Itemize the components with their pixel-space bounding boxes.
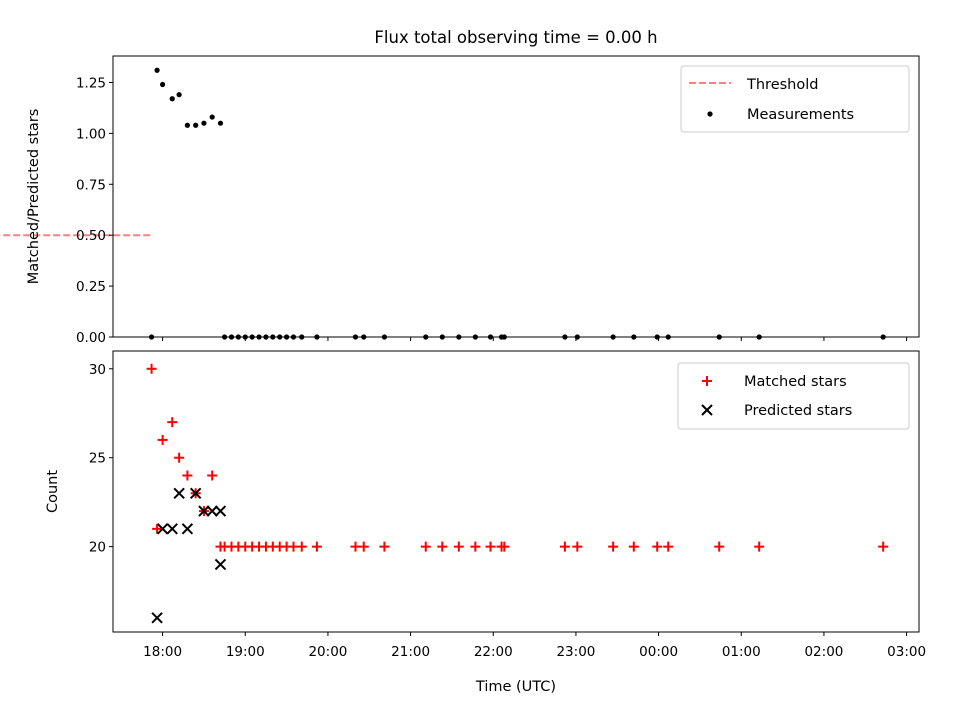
x-tick-label: 01:00 (722, 644, 761, 660)
top-y-tick-label: 0.25 (76, 279, 106, 295)
top-y-axis-label: Matched/Predicted stars (26, 109, 42, 285)
x-tick-label: 23:00 (556, 644, 595, 660)
bottom-legend-box (677, 362, 910, 430)
measurement-point (160, 81, 166, 88)
bottom-y-axis-label: Count (45, 470, 61, 513)
legend-matched-label: Matched stars (744, 374, 847, 390)
matched-star-point (663, 541, 674, 552)
legend-measurements-label: Measurements (747, 107, 854, 123)
legend-measurements-marker (707, 111, 713, 117)
predicted-star-point (156, 523, 169, 535)
bottom-x-ticks: 18:00 19:00 20:00 21:00 22:00 23:00 00:00 01:00… (143, 632, 926, 660)
predicted-star-point (151, 612, 163, 624)
matched-star-point (152, 523, 163, 534)
x-tick-label: 03:00 (887, 644, 926, 660)
legend-threshold-label: Threshold (746, 77, 818, 93)
chart-title: Flux total observing time = 0.00 h (374, 28, 657, 47)
top-y-tick-label: 1.00 (76, 126, 106, 142)
matched-star-point (485, 541, 496, 552)
predicted-star-point (166, 523, 178, 535)
top-legend-box (680, 65, 910, 133)
matched-star-point (311, 541, 322, 552)
predicted-star-point (206, 505, 218, 517)
measurement-point (209, 114, 215, 120)
top-y-tick-label: 0.50 (76, 228, 106, 244)
x-tick-label: 20:00 (308, 644, 347, 660)
x-tick-label: 02:00 (804, 644, 843, 660)
matched-star-point (167, 417, 178, 428)
top-y-tick-label: 0.75 (76, 177, 106, 193)
matched-star-point (559, 541, 570, 552)
matched-star-point (296, 541, 307, 552)
matched-star-point (437, 541, 448, 552)
measurement-point (184, 122, 190, 128)
top-x-ticks (162, 337, 908, 341)
predicted-star-point (189, 487, 202, 499)
bottom-y-ticks: 20 25 30 (89, 362, 113, 556)
bottom-y-tick-label: 30 (89, 362, 106, 378)
matched-star-point (608, 541, 619, 552)
bottom-legend: Matched stars Predicted stars (677, 362, 910, 430)
x-tick-label: 21:00 (391, 644, 430, 660)
matched-star-point (207, 470, 218, 481)
x-axis-label: Time (UTC) (475, 679, 556, 695)
measurement-point (176, 92, 182, 98)
measurement-point (169, 96, 175, 102)
measurement-point (201, 120, 207, 126)
x-tick-label: 22:00 (474, 644, 513, 660)
measurement-point (154, 67, 160, 73)
x-tick-label: 00:00 (639, 644, 678, 660)
top-y-tick-label: 1.25 (76, 75, 106, 91)
bottom-axes-frame (112, 350, 920, 633)
top-panel: 0.00 0.25 0.50 0.75 1.00 1.25 Matched/Predict… (0, 55, 920, 346)
top-axes-frame (112, 55, 920, 338)
predicted-star-point (181, 523, 194, 535)
matched-star-point (628, 541, 639, 552)
matched-star-point (878, 541, 889, 552)
matched-star-point (174, 452, 185, 463)
top-legend: Threshold Measurements (680, 65, 910, 133)
legend-predicted-marker (701, 404, 713, 416)
measurement-point (217, 120, 224, 126)
bottom-y-tick-label: 25 (89, 451, 106, 467)
matched-star-point (146, 363, 157, 374)
x-tick-label: 18:00 (143, 644, 182, 660)
matched-star-point (754, 541, 765, 552)
matched-star-point (572, 541, 583, 552)
matched-star-point (470, 541, 481, 552)
legend-x-glyph (701, 404, 713, 416)
legend-plus-glyph (702, 376, 712, 386)
measurement-point (193, 122, 199, 128)
matched-star-point (379, 541, 390, 552)
matched-star-point (453, 541, 464, 552)
matched-star-point (157, 434, 168, 445)
predicted-star-point (214, 558, 227, 571)
matched-star-point (182, 470, 193, 481)
legend-predicted-label: Predicted stars (744, 403, 852, 419)
bottom-y-tick-label: 20 (89, 540, 106, 556)
matched-star-point (420, 541, 431, 552)
matched-star-point (499, 541, 510, 552)
bottom-plot-area (146, 363, 889, 624)
top-y-ticks: 0.00 0.25 0.50 0.75 1.00 1.25 (76, 75, 113, 346)
predicted-star-point (198, 505, 210, 517)
x-tick-label: 19:00 (226, 644, 265, 660)
matched-star-point (652, 541, 663, 552)
matched-star-point (358, 541, 369, 552)
predicted-star-point (173, 487, 185, 499)
matched-star-point (714, 541, 725, 552)
bottom-panel: 20 25 30 18:00 19:00 20:00 21:00 22:00 23:00 00:… (45, 350, 926, 695)
legend-matched-marker (702, 376, 712, 386)
predicted-star-point (214, 505, 227, 517)
top-y-tick-label: 0.00 (76, 330, 106, 346)
